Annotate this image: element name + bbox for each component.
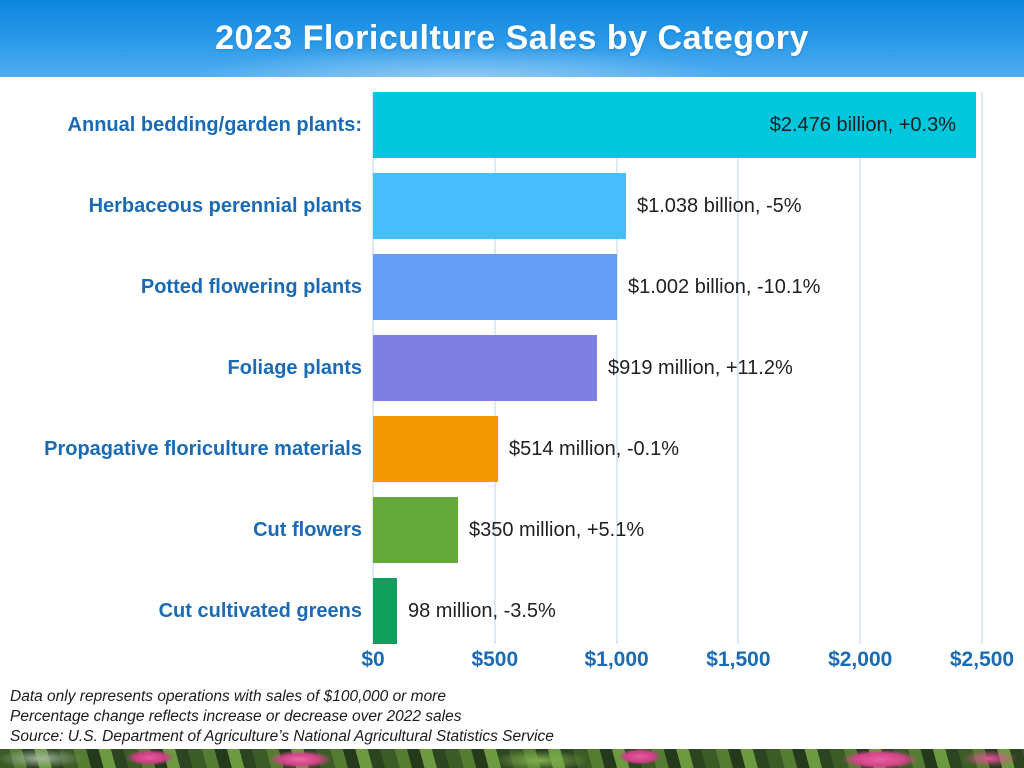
footnote-line: Source: U.S. Department of Agriculture’s… (10, 728, 554, 745)
value-label-propagative-floriculture-materials: $514 million, -0.1% (509, 437, 680, 460)
x-tick-label-2000: $2,000 (828, 648, 893, 671)
category-label-herbaceous-perennial-plants: Herbaceous perennial plants (88, 194, 362, 217)
value-label-cut-flowers: $350 million, +5.1% (469, 518, 645, 541)
bar-cut-cultivated-greens (373, 578, 397, 644)
footnote-line: Percentage change reflects increase or d… (10, 708, 462, 725)
gridline-2500 (981, 92, 983, 644)
value-label-annual-bedding-garden-plants: $2.476 billion, +0.3% (769, 113, 956, 136)
category-label-propagative-floriculture-materials: Propagative floriculture materials (44, 437, 362, 460)
x-tick-label-2500: $2,500 (949, 648, 1015, 671)
header-banner: 2023 Floriculture Sales by Category (0, 0, 1024, 77)
footnotes: Data only represents operations with sal… (10, 687, 554, 747)
value-label-potted-flowering-plants: $1.002 billion, -10.1% (628, 275, 821, 298)
footnote-line: Data only represents operations with sal… (10, 688, 446, 705)
bar-potted-flowering-plants (373, 254, 617, 320)
bar-cut-flowers (373, 497, 458, 563)
value-label-foliage-plants: $919 million, +11.2% (608, 356, 793, 379)
bar-herbaceous-perennial-plants (373, 173, 626, 239)
x-tick-label-1500: $1,500 (706, 648, 771, 671)
gridline-2000 (859, 92, 862, 644)
gridline-1000 (615, 92, 618, 644)
x-tick-label-1000: $1,000 (584, 648, 649, 671)
category-label-annual-bedding-garden-plants: Annual bedding/garden plants: (67, 113, 362, 136)
gridline-1500 (737, 92, 740, 644)
x-tick-label-0: $0 (361, 648, 385, 671)
category-label-foliage-plants: Foliage plants (227, 356, 362, 379)
flower-photo-strip (0, 749, 1024, 768)
bar-annual-bedding-garden-plants (373, 92, 976, 158)
x-tick-label-500: $500 (471, 648, 519, 671)
category-label-potted-flowering-plants: Potted flowering plants (140, 275, 362, 298)
category-label-cut-flowers: Cut flowers (253, 518, 362, 541)
page-title: 2023 Floriculture Sales by Category (215, 19, 809, 57)
value-label-herbaceous-perennial-plants: $1.038 billion, -5% (637, 194, 802, 217)
bar-propagative-floriculture-materials (373, 416, 498, 482)
value-label-cut-cultivated-greens: 98 million, -3.5% (408, 599, 556, 622)
bar-foliage-plants (373, 335, 597, 401)
category-label-cut-cultivated-greens: Cut cultivated greens (158, 599, 362, 622)
